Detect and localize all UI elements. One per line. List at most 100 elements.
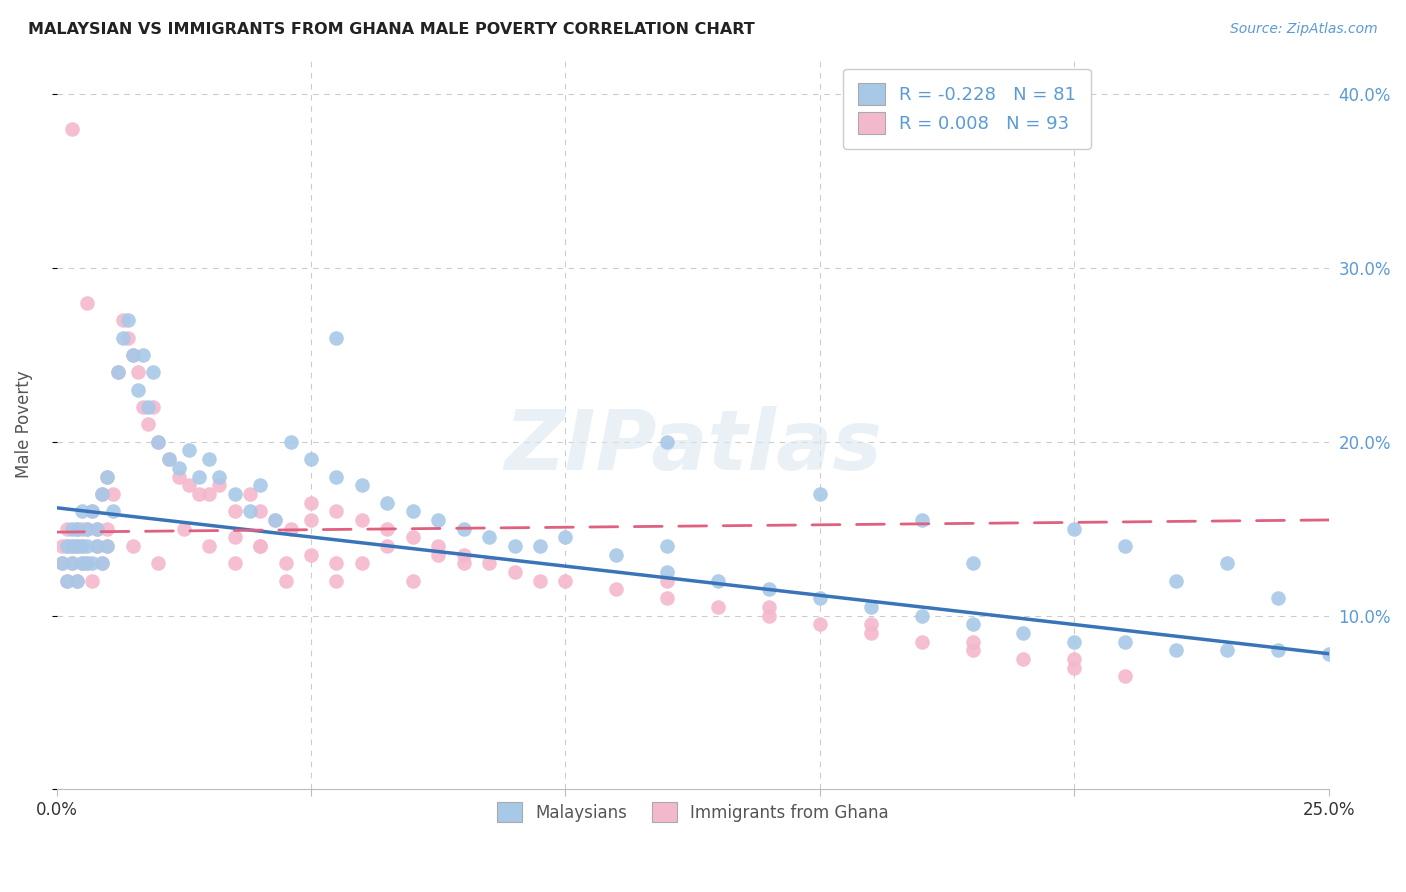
Point <box>96 522 118 536</box>
Point <box>51 539 73 553</box>
Point <box>1012 625 1035 640</box>
Point <box>239 487 262 501</box>
Point <box>1317 647 1340 661</box>
Point <box>60 557 83 571</box>
Point <box>299 452 322 467</box>
Point <box>127 365 149 379</box>
Point <box>859 625 882 640</box>
Point <box>66 522 89 536</box>
Point <box>157 452 180 467</box>
Point <box>325 330 347 344</box>
Point <box>707 574 730 588</box>
Point <box>478 557 501 571</box>
Point <box>325 574 347 588</box>
Point <box>91 557 114 571</box>
Point <box>122 539 145 553</box>
Point <box>70 522 93 536</box>
Point <box>60 539 83 553</box>
Point <box>76 522 98 536</box>
Point <box>157 452 180 467</box>
Point <box>274 574 297 588</box>
Point <box>280 522 302 536</box>
Point <box>142 365 165 379</box>
Point <box>91 487 114 501</box>
Point <box>758 608 780 623</box>
Point <box>76 522 98 536</box>
Point <box>529 539 551 553</box>
Point <box>859 599 882 614</box>
Point <box>188 487 211 501</box>
Point <box>60 122 83 136</box>
Point <box>60 522 83 536</box>
Point <box>66 522 89 536</box>
Point <box>911 608 934 623</box>
Point <box>1216 643 1239 657</box>
Point <box>859 617 882 632</box>
Point <box>808 487 831 501</box>
Point <box>264 513 287 527</box>
Point <box>224 487 246 501</box>
Point <box>76 295 98 310</box>
Point <box>402 574 425 588</box>
Point <box>136 400 159 414</box>
Point <box>132 348 155 362</box>
Point <box>1164 643 1187 657</box>
Point <box>1063 652 1085 666</box>
Point <box>117 313 139 327</box>
Point <box>808 617 831 632</box>
Point <box>453 557 475 571</box>
Point <box>122 348 145 362</box>
Point <box>1114 669 1136 683</box>
Point <box>70 539 93 553</box>
Point <box>249 539 271 553</box>
Point <box>82 504 104 518</box>
Point <box>402 530 425 544</box>
Point <box>173 522 195 536</box>
Point <box>224 557 246 571</box>
Point <box>101 487 124 501</box>
Point <box>911 513 934 527</box>
Point <box>96 469 118 483</box>
Point <box>453 522 475 536</box>
Point <box>76 539 98 553</box>
Point <box>350 557 373 571</box>
Point <box>657 434 679 449</box>
Point <box>148 557 170 571</box>
Point <box>86 522 108 536</box>
Point <box>402 504 425 518</box>
Point <box>427 539 450 553</box>
Point <box>1063 660 1085 674</box>
Point <box>198 539 221 553</box>
Point <box>1216 557 1239 571</box>
Point <box>224 504 246 518</box>
Point <box>188 469 211 483</box>
Point <box>76 557 98 571</box>
Point <box>503 565 526 579</box>
Point <box>350 478 373 492</box>
Point <box>962 617 984 632</box>
Point <box>605 582 627 597</box>
Point <box>299 548 322 562</box>
Point <box>122 348 145 362</box>
Point <box>239 504 262 518</box>
Text: ZIPatlas: ZIPatlas <box>503 406 882 487</box>
Point <box>911 634 934 648</box>
Point <box>350 513 373 527</box>
Point <box>962 634 984 648</box>
Point <box>657 565 679 579</box>
Point <box>148 434 170 449</box>
Text: Source: ZipAtlas.com: Source: ZipAtlas.com <box>1230 22 1378 37</box>
Point <box>325 469 347 483</box>
Point <box>60 539 83 553</box>
Point <box>299 495 322 509</box>
Point <box>280 434 302 449</box>
Point <box>56 574 79 588</box>
Point <box>249 539 271 553</box>
Point <box>111 313 134 327</box>
Point <box>56 574 79 588</box>
Point <box>127 383 149 397</box>
Point <box>96 539 118 553</box>
Point <box>478 530 501 544</box>
Point <box>167 469 190 483</box>
Point <box>707 599 730 614</box>
